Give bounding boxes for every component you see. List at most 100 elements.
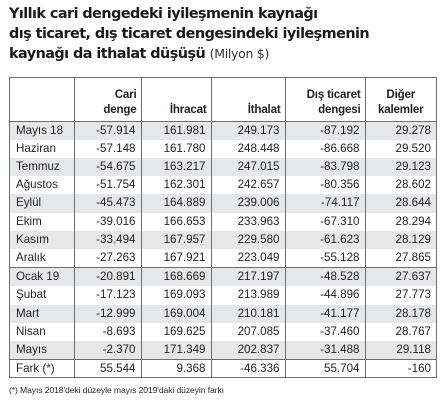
table-row: Ekim -39.016 166.653 233.963 -67.310 28.… [10, 212, 436, 231]
row-label: Fark (*) [10, 359, 74, 379]
cell-cari-denge: -45.473 [73, 194, 141, 213]
table-row: Kasım -33.494 167.957 229.580 -61.623 28… [10, 230, 436, 249]
cell-diger: 27.637 [364, 267, 436, 287]
cell-diger: 27.865 [364, 248, 436, 268]
table-row: Eylül -45.473 164.889 239.006 -74.117 28… [10, 194, 436, 213]
row-label: Haziran [16, 141, 56, 155]
cell-dis-ticaret: -44.896 [284, 286, 365, 305]
data-table-container: Cari denge İhracat İthalat Dış ticaret d… [9, 77, 437, 379]
cell-dis-ticaret: -87.192 [284, 120, 365, 140]
row-label: Şubat [16, 288, 47, 302]
row-label: Eylül [10, 194, 74, 213]
cell-dis-ticaret: -55.128 [284, 248, 365, 268]
cell-cari-denge: -54.675 [73, 157, 141, 177]
header-diger-line-2: kalemler [378, 102, 424, 116]
cell-dis-ticaret: -80.356 [284, 176, 365, 195]
table-row: Mayıs 18 -57.914 161.981 249.173 -87.192… [10, 120, 436, 140]
cell-dis-ticaret: -74.117 [284, 194, 365, 213]
cell-ihracat: 161.780 [140, 139, 211, 158]
row-label: Mayıs 18 [10, 120, 74, 140]
table-row: Nisan -8.693 169.625 207.085 -37.460 28.… [10, 322, 436, 341]
row-label: Kasım [10, 230, 74, 249]
header-diger-kalemler: Diğer kalemler [364, 78, 436, 121]
cell-cari-denge: -57.148 [73, 139, 141, 158]
cell-cari-denge: -51.754 [73, 176, 141, 195]
cell-diger: -160 [364, 359, 436, 379]
cell-dis-ticaret: -83.798 [284, 157, 365, 177]
cell-ihracat: 161.981 [140, 120, 211, 140]
cell-dis-ticaret: -37.460 [284, 322, 365, 341]
cell-ithalat: 239.006 [210, 194, 285, 213]
header-dis-ticaret-line-1: Dış ticaret [306, 87, 361, 101]
row-label: Mart [10, 304, 74, 323]
table-row: Haziran -57.148 161.780 248.448 -86.668 … [10, 139, 436, 158]
cell-diger: 28.178 [364, 304, 436, 323]
header-cari-denge: Cari denge [73, 78, 141, 121]
cell-ithalat: 233.963 [210, 212, 285, 231]
cell-dis-ticaret: -86.668 [284, 139, 365, 158]
cell-ihracat: 163.217 [140, 157, 211, 177]
cell-diger: 29.278 [364, 120, 436, 140]
title-line-1: Yıllık cari dengedeki iyileşmenin kaynağ… [9, 6, 318, 22]
cell-ihracat: 171.349 [140, 340, 211, 360]
cell-ithalat: 207.085 [210, 322, 285, 341]
cell-ithalat: 247.015 [210, 157, 285, 177]
header-cari-line-1: Cari [114, 87, 137, 101]
cell-ihracat: 9.368 [140, 359, 211, 379]
table-header-row: Cari denge İhracat İthalat Dış ticaret d… [10, 78, 436, 121]
cell-ithalat: -46.336 [210, 359, 285, 379]
cell-dis-ticaret: -31.488 [284, 340, 365, 360]
header-cari-line-2: denge [103, 102, 137, 116]
cell-ithalat: 249.173 [210, 120, 285, 140]
title-line-3-text: kaynağı da ithalat düşüşü [9, 46, 206, 62]
cell-cari-denge: -39.016 [73, 212, 141, 231]
header-ihracat-line-1: İhracat [169, 102, 207, 116]
cell-ihracat: 167.921 [140, 248, 211, 268]
cell-cari-denge: -8.693 [73, 322, 141, 341]
row-label: Ocak 19 [10, 267, 74, 287]
cell-ithalat: 202.837 [210, 340, 285, 360]
cell-ihracat: 169.625 [140, 322, 211, 341]
cell-dis-ticaret: -67.310 [284, 212, 365, 231]
footnote: (*) Mayıs 2018'deki düzeyle mayıs 2019'd… [9, 385, 224, 395]
header-ithalat-line-1: İthalat [247, 102, 281, 116]
cell-ithalat: 217.197 [210, 267, 285, 287]
cell-ihracat: 168.669 [140, 267, 211, 287]
cell-diger: 27.773 [364, 286, 436, 305]
table-row: Mayıs -2.370 171.349 202.837 -31.488 29.… [10, 340, 436, 360]
cell-ithalat: 248.448 [210, 139, 285, 158]
table-row: Aralık -27.263 167.921 223.049 -55.128 2… [10, 248, 436, 268]
header-ithalat: İthalat [210, 78, 285, 121]
cell-cari-denge: -12.999 [73, 304, 141, 323]
header-dis-ticaret-dengesi: Dış ticaret dengesi [284, 78, 365, 121]
cell-ihracat: 166.653 [140, 212, 211, 231]
cell-cari-denge: -2.370 [73, 340, 141, 360]
cell-diger: 29.520 [364, 139, 436, 158]
row-label: Temmuz [10, 157, 74, 177]
table-row-total: Fark (*) 55.544 9.368 -46.336 55.704 -16… [10, 359, 436, 379]
row-label: Ağustos [16, 178, 58, 192]
title-line-2: dış ticaret, dış ticaret dengesindeki iy… [9, 26, 370, 42]
table-row: Ocak 19 -20.891 168.669 217.197 -48.528 … [10, 267, 436, 287]
cell-ithalat: 223.049 [210, 248, 285, 268]
header-ihracat: İhracat [140, 78, 211, 121]
cell-ithalat: 213.989 [210, 286, 285, 305]
cell-ihracat: 162.301 [140, 176, 211, 195]
cell-ithalat: 229.580 [210, 230, 285, 249]
row-label: Nisan [16, 324, 46, 338]
data-table: Cari denge İhracat İthalat Dış ticaret d… [10, 78, 436, 379]
cell-diger: 29.118 [364, 340, 436, 360]
cell-diger: 29.123 [364, 157, 436, 177]
title-line-3: kaynağı da ithalat düşüşü (Milyon $) [9, 44, 439, 64]
cell-ihracat: 169.093 [140, 286, 211, 305]
cell-ithalat: 210.181 [210, 304, 285, 323]
cell-diger: 28.129 [364, 230, 436, 249]
cell-ithalat: 242.657 [210, 176, 285, 195]
cell-diger: 28.644 [364, 194, 436, 213]
table-row: Şubat -17.123 169.093 213.989 -44.896 27… [10, 286, 436, 305]
cell-dis-ticaret: -61.623 [284, 230, 365, 249]
table-row: Ağustos -51.754 162.301 242.657 -80.356 … [10, 176, 436, 195]
header-label-column [10, 78, 74, 121]
cell-ihracat: 167.957 [140, 230, 211, 249]
row-label: Aralık [16, 250, 46, 264]
